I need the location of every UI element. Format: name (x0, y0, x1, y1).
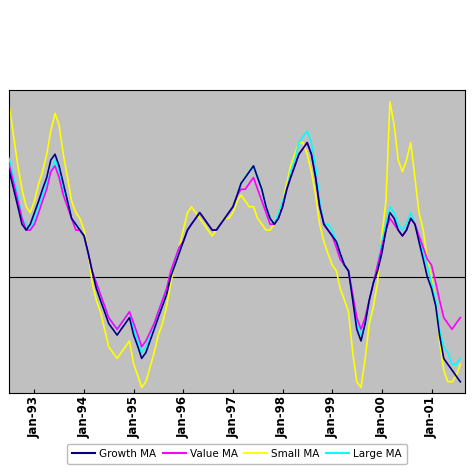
Legend: Growth MA, Value MA, Small MA, Large MA: Growth MA, Value MA, Small MA, Large MA (67, 444, 407, 464)
